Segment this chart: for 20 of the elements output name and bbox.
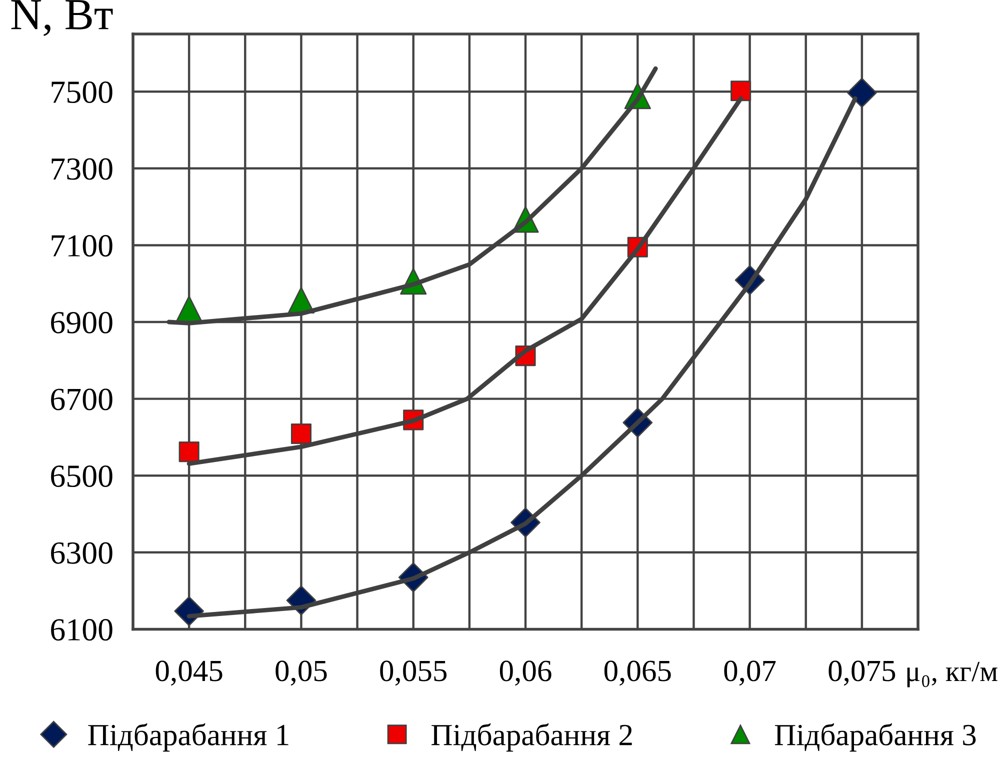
x-tick-label: 0,05 (276, 660, 327, 686)
y-tick-label: 6100 (51, 619, 112, 641)
y-tick-label: 6700 (51, 388, 112, 410)
y-tick-label: 7500 (52, 81, 112, 104)
y-tick-label: 6300 (51, 542, 112, 564)
y-tick-label: 7100 (52, 235, 112, 257)
y-tick-label: 6500 (51, 465, 112, 488)
x-tick-label: 0,045 (156, 660, 222, 686)
x-tick-label: 0,07 (724, 660, 776, 686)
x-tick-label: 0,06 (500, 660, 552, 686)
legend-label: Підбарабання 3 (774, 723, 976, 752)
y-tick-label: 7300 (52, 158, 112, 180)
legend-label: Підбарабання 1 (88, 723, 288, 752)
x-tick-label: 0,075 (828, 660, 896, 686)
legend-label: Підбарабання 2 (432, 723, 632, 752)
y-axis-title: N, Вт (11, 0, 113, 36)
x-axis-title: μ₀, кг/м (907, 662, 998, 688)
x-tick-label: 0,065 (604, 660, 671, 686)
x-tick-label: 0,055 (380, 660, 447, 686)
y-tick-label: 6900 (51, 312, 112, 334)
